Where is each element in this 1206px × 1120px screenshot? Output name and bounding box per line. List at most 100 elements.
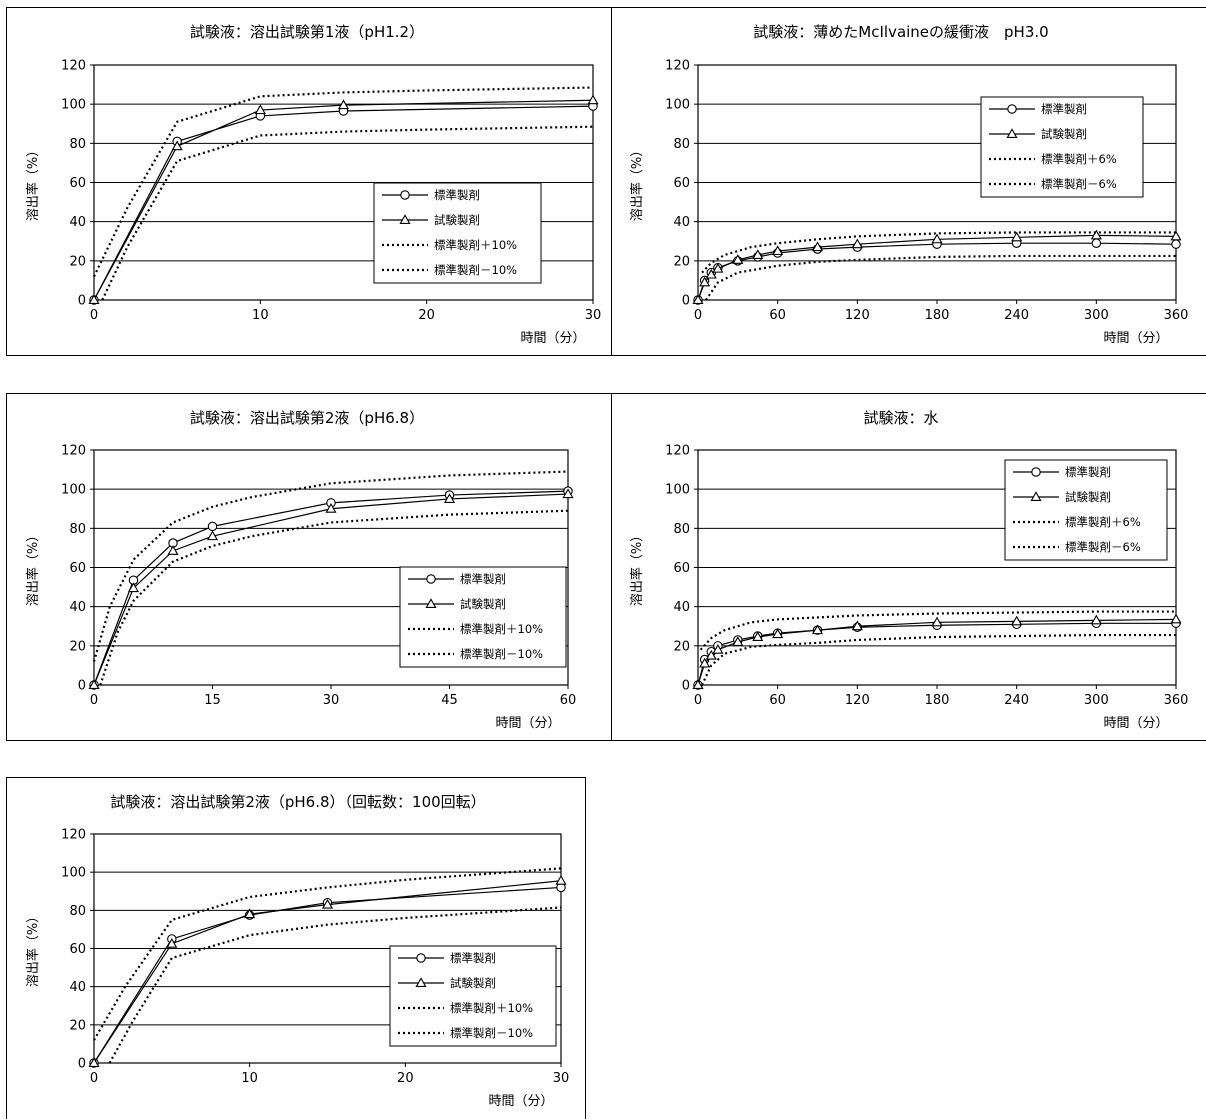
data-point — [712, 644, 724, 654]
y-tick-label: 120 — [61, 828, 86, 843]
data-point — [712, 262, 724, 273]
legend-label: 試験製剤 — [1065, 490, 1111, 504]
legend-box — [389, 945, 557, 1047]
x-tick-label: 120 — [845, 308, 870, 323]
legend-label: 試験製剤 — [460, 597, 506, 611]
chart-title: 試験液：溶出試験第1液（pH1.2） — [190, 23, 424, 41]
chart-title: 試験液：溶出試験第2液（pH6.8）（回転数：100回転） — [110, 793, 485, 811]
series-3 — [93, 86, 594, 277]
x-tick-label: 360 — [1164, 693, 1189, 708]
data-point — [705, 649, 717, 660]
legend-marker — [1007, 104, 1017, 114]
data-point — [851, 238, 863, 249]
y-tick-label: 0 — [682, 294, 690, 309]
x-tick-label: 30 — [553, 1071, 570, 1086]
legend-box — [980, 96, 1144, 198]
legend-label: 標準製剤－10% — [434, 263, 517, 277]
legend-label: 試験製剤 — [1041, 127, 1087, 141]
x-tick-label: 240 — [1004, 308, 1029, 323]
series-line — [705, 254, 1176, 301]
y-tick-label: 80 — [69, 522, 86, 537]
data-point — [167, 545, 179, 555]
legend-label: 標準製剤＋10% — [434, 238, 517, 252]
chart-title: 試験液：溶出試験第2液（pH6.8） — [190, 409, 424, 427]
data-point — [325, 503, 337, 513]
data-point — [207, 521, 218, 532]
y-tick-label: 100 — [61, 483, 86, 498]
plot-frame — [697, 64, 1177, 301]
data-point — [699, 657, 711, 668]
y-tick-label: 60 — [69, 561, 86, 576]
chart-svg: 試験液：溶出試験第1液（pH1.2） 0 20 40 60 80 100 120 0 10 20 30… — [25, 23, 602, 346]
legend-label: 標準製剤＋6% — [1065, 515, 1141, 529]
data-point — [254, 104, 266, 115]
x-tick-label: 20 — [418, 308, 435, 323]
series-2 — [88, 488, 574, 690]
x-tick-label: 45 — [441, 693, 458, 708]
series-2 — [88, 94, 599, 305]
legend-label: 標準製剤 — [460, 572, 506, 586]
y-axis-label: 溶出率（%） — [629, 144, 645, 221]
y-tick-label: 80 — [673, 137, 690, 152]
data-point — [206, 530, 219, 541]
x-tick-label: 10 — [241, 1071, 258, 1086]
y-tick-label: 40 — [69, 980, 86, 995]
plot-frame — [697, 449, 1177, 686]
legend-marker — [400, 190, 410, 200]
data-point — [244, 908, 256, 919]
data-point — [1011, 615, 1023, 626]
series-4 — [101, 125, 594, 301]
series-2 — [692, 229, 1182, 305]
chart-panel-ph3-0: 試験液：薄めたMcIlvaineの緩衝液 pH3.0 0 20 40 60 80 100 12… — [611, 7, 1206, 356]
y-tick-label: 0 — [78, 294, 86, 309]
data-point — [88, 294, 100, 305]
y-tick-label: 80 — [69, 137, 86, 152]
x-tick-label: 300 — [1084, 693, 1109, 708]
y-tick-label: 20 — [673, 639, 690, 654]
series-line — [93, 867, 562, 1041]
legend-label: 標準製剤 — [450, 951, 496, 965]
y-axis-label: 溶出率（%） — [629, 529, 645, 606]
chart-panel-ph6-8-100rpm: 試験液：溶出試験第2液（pH6.8）（回転数：100回転） 0 20 40 60 80 10… — [6, 777, 586, 1119]
y-tick-label: 20 — [69, 1018, 86, 1033]
legend-label: 試験製剤 — [450, 976, 496, 990]
legend-marker — [1031, 467, 1041, 477]
data-point — [587, 94, 599, 105]
x-axis-label: 時間（分） — [495, 716, 560, 731]
legend-label: 標準製剤－10% — [450, 1026, 533, 1040]
data-point — [772, 628, 784, 639]
series-1 — [693, 238, 1181, 305]
data-point — [1171, 239, 1181, 249]
x-axis-label: 時間（分） — [1103, 331, 1168, 346]
y-tick-label: 40 — [673, 215, 690, 230]
data-point — [1011, 231, 1023, 242]
data-point — [555, 875, 567, 885]
data-point — [562, 488, 574, 499]
data-point — [851, 620, 863, 631]
data-point — [732, 254, 744, 264]
x-tick-label: 0 — [90, 308, 98, 323]
data-point — [811, 241, 824, 252]
legend-marker — [399, 214, 411, 224]
series-3 — [92, 470, 569, 662]
x-tick-label: 20 — [397, 1071, 414, 1086]
data-point — [1090, 614, 1102, 625]
series-3 — [699, 610, 1176, 651]
y-tick-label: 120 — [61, 444, 86, 459]
x-tick-label: 30 — [585, 308, 602, 323]
chart-title: 試験液：水 — [863, 409, 938, 427]
series-2 — [88, 875, 567, 1068]
x-tick-label: 180 — [925, 693, 950, 708]
chart-title: 試験液：薄めたMcIlvaineの緩衝液 pH3.0 — [753, 23, 1048, 41]
legend-box — [399, 566, 567, 668]
x-tick-label: 0 — [694, 308, 702, 323]
legend-label: 標準製剤＋10% — [450, 1001, 533, 1015]
data-point — [337, 99, 350, 110]
plot-frame — [93, 449, 569, 686]
x-axis-label: 時間（分） — [488, 1094, 553, 1109]
chart-panel-ph1-2: 試験液：溶出試験第1液（pH1.2） 0 20 40 60 80 100 120 0 10 20 30… — [6, 7, 612, 356]
x-tick-label: 240 — [1004, 693, 1029, 708]
